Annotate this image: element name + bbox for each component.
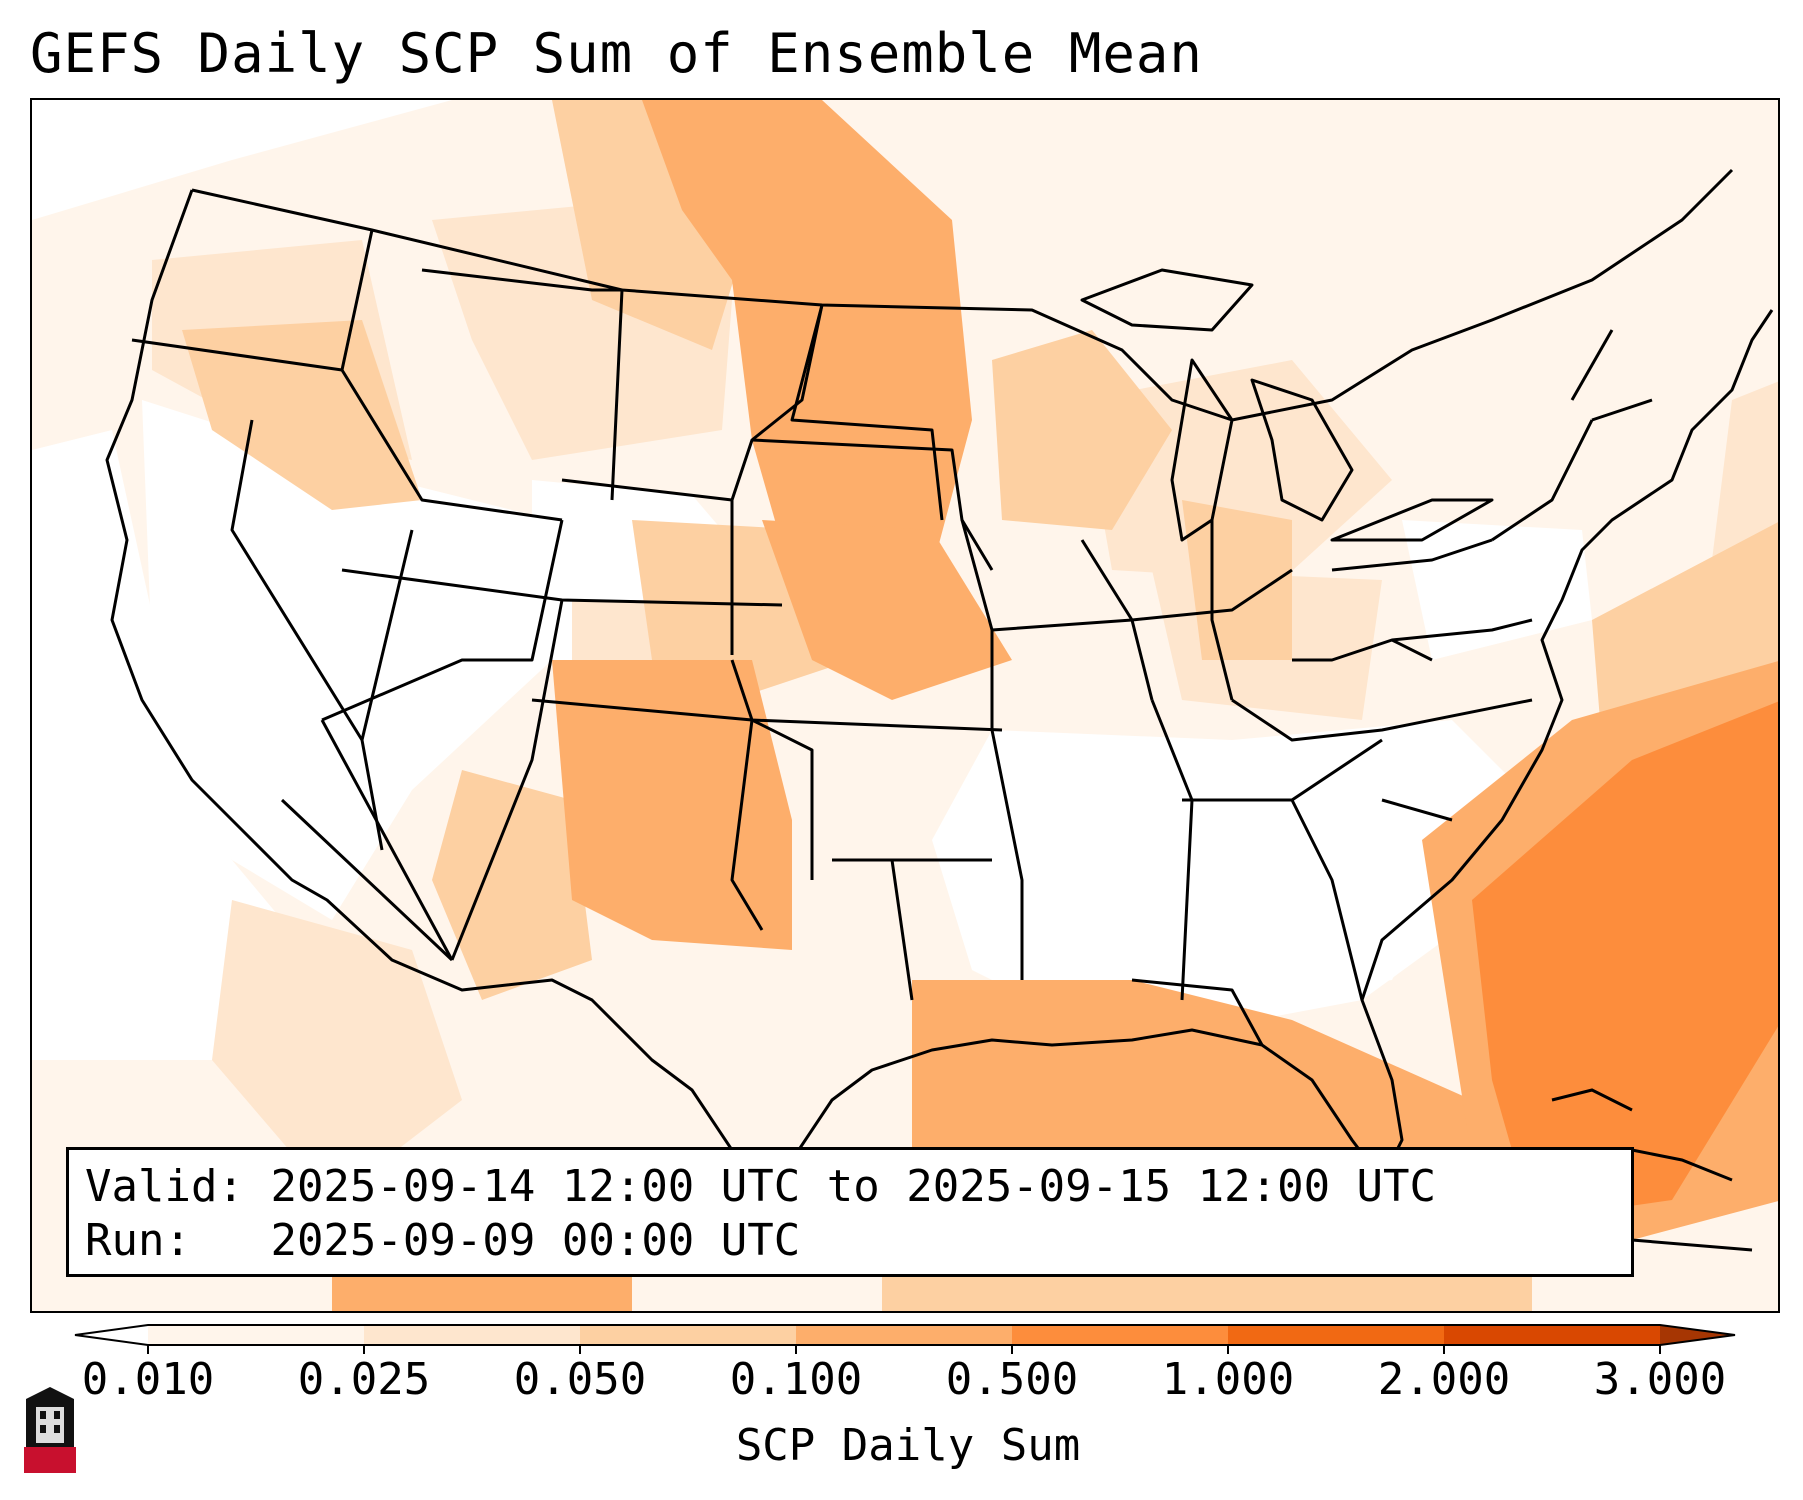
valid-label: Valid: bbox=[85, 1161, 244, 1212]
scp-shading bbox=[32, 100, 1778, 1311]
colorbar-extend-over bbox=[1660, 1325, 1735, 1345]
colorbar-label: SCP Daily Sum bbox=[735, 1420, 1081, 1471]
valid-value: 2025-09-14 12:00 UTC to 2025-09-15 12:00… bbox=[270, 1161, 1437, 1212]
colorbar-ticks bbox=[147, 1345, 1661, 1354]
map-title: GEFS Daily SCP Sum of Ensemble Mean bbox=[30, 22, 1203, 85]
colorbar-tick-label: 1.000 bbox=[1161, 1354, 1295, 1405]
scp-field-map bbox=[32, 100, 1778, 1311]
colorbar-extend-under bbox=[75, 1325, 148, 1345]
map-panel bbox=[30, 98, 1780, 1313]
colorbar-segment bbox=[364, 1325, 581, 1345]
colorbar-segment bbox=[148, 1325, 365, 1345]
colorbar-segment bbox=[796, 1325, 1013, 1345]
colorbar-segment bbox=[1012, 1325, 1229, 1345]
colorbar bbox=[74, 1324, 1736, 1354]
colorbar-segment bbox=[580, 1325, 797, 1345]
colorbar-tick-label: 3.000 bbox=[1593, 1354, 1727, 1405]
colorbar-tick-label: 0.100 bbox=[729, 1354, 863, 1405]
run-value: 2025-09-09 00:00 UTC bbox=[270, 1215, 801, 1266]
valid-run-infobox: Valid: 2025-09-14 12:00 UTC to 2025-09-1… bbox=[66, 1147, 1634, 1277]
colorbar-segments bbox=[75, 1325, 1735, 1345]
colorbar-segment bbox=[1444, 1325, 1661, 1345]
run-label: Run: bbox=[85, 1215, 191, 1266]
colorbar-tick-label: 0.010 bbox=[81, 1354, 215, 1405]
colorbar-tick-label: 0.050 bbox=[513, 1354, 647, 1405]
colorbar-segment bbox=[1228, 1325, 1445, 1345]
niu-logo bbox=[24, 1387, 76, 1473]
colorbar-tick-label: 2.000 bbox=[1377, 1354, 1511, 1405]
state-boundaries bbox=[105, 168, 1774, 1182]
colorbar-tick-label: 0.025 bbox=[297, 1354, 431, 1405]
colorbar-tick-label: 0.500 bbox=[945, 1354, 1079, 1405]
